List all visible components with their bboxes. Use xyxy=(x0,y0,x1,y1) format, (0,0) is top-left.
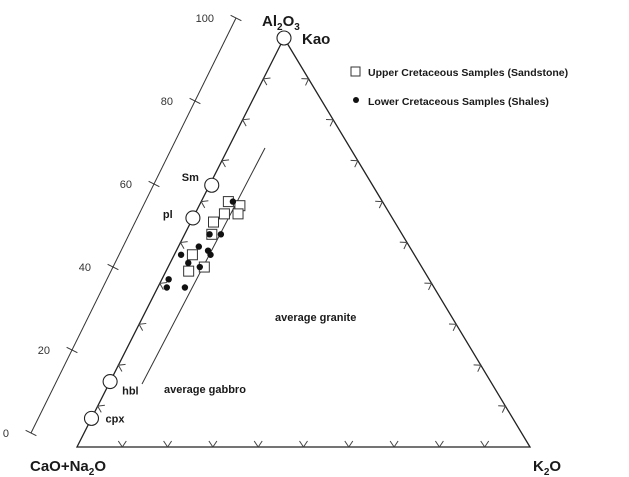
scale-tick-label: 40 xyxy=(79,262,91,274)
vertex-label-k2o: K2O xyxy=(533,458,561,477)
scale-tick-label: 20 xyxy=(38,345,50,357)
bottom-edge-tick xyxy=(344,440,354,448)
right-edge-tick xyxy=(325,118,334,127)
right-edge-tick xyxy=(375,200,384,209)
right-edge-tick xyxy=(301,78,310,86)
bottom-edge-tick xyxy=(434,440,444,448)
left-edge-tick xyxy=(221,159,230,168)
right-edge-tick xyxy=(498,405,507,413)
scale-tick-label: 0 xyxy=(3,428,9,440)
legend-marker-filled-circle xyxy=(353,97,359,103)
edge-tick-marks xyxy=(96,77,507,448)
scale-tick xyxy=(25,429,37,437)
data-point-shale xyxy=(217,231,225,238)
left-edge-tick xyxy=(138,322,147,331)
left-edge-tick xyxy=(117,363,126,372)
scale-tick-label: 100 xyxy=(196,13,214,25)
left-edge-tick xyxy=(241,118,250,127)
left-edge-tick xyxy=(158,282,168,290)
scale-tick xyxy=(107,263,119,271)
reference-point-kao xyxy=(276,30,292,46)
reference-point-pl xyxy=(185,210,201,226)
scale-axis-line xyxy=(30,17,237,434)
annotation-average-granite: average granite xyxy=(275,312,356,324)
left-edge-tick xyxy=(200,200,209,209)
data-point-shale xyxy=(163,284,170,291)
annotation-average-gabbro: average gabbro xyxy=(164,384,246,396)
scale-tick xyxy=(230,14,242,22)
reference-label-cpx: cpx xyxy=(105,413,125,425)
reference-minerals: Kao Sm pl hbl cpx xyxy=(83,30,330,426)
right-edge-tick xyxy=(399,241,408,250)
data-point-sandstone xyxy=(232,208,244,220)
left-edge-tick xyxy=(96,404,105,413)
data-point-shale xyxy=(165,276,172,283)
reference-point-hbl xyxy=(102,374,118,390)
reference-label-sm: Sm xyxy=(182,172,199,184)
data-point-sandstone xyxy=(186,249,198,261)
scale-tick xyxy=(148,180,160,188)
right-edge-tick xyxy=(424,282,433,291)
data-point-sandstone xyxy=(208,216,219,228)
bottom-edge-tick xyxy=(389,440,399,448)
vertex-label-cao-na2o: CaO+Na2O xyxy=(30,458,106,477)
left-edge-tick xyxy=(262,77,271,86)
scale-tick xyxy=(66,346,78,354)
right-edge-tick xyxy=(350,159,359,168)
bottom-edge-tick xyxy=(299,440,308,448)
reference-point-cpx xyxy=(83,410,100,426)
legend-label-shales: Lower Cretaceous Samples (Shales) xyxy=(368,96,549,108)
data-point-shale xyxy=(196,263,203,271)
data-point-shale xyxy=(177,251,185,258)
reference-point-sm xyxy=(204,177,220,193)
scale-tick-label: 60 xyxy=(120,179,132,191)
left-edge-tick xyxy=(179,241,188,250)
legend: Upper Cretaceous Samples (Sandstone) Low… xyxy=(350,66,568,108)
reference-label-kao: Kao xyxy=(302,31,330,48)
bottom-edge-tick xyxy=(163,440,173,448)
data-point-shale xyxy=(206,231,213,238)
bottom-edge-tick xyxy=(208,440,218,448)
reference-label-hbl: hbl xyxy=(122,386,138,398)
scale-tick-label: 80 xyxy=(161,96,173,108)
right-edge-tick xyxy=(473,364,482,372)
bottom-edge-tick xyxy=(253,440,263,448)
bottom-edge-tick xyxy=(117,440,127,448)
legend-marker-open-square xyxy=(350,66,361,77)
al2o3-scale-bar: 0 20 40 60 80 100 xyxy=(3,13,242,440)
data-point-shale xyxy=(181,284,189,291)
right-edge-tick xyxy=(448,323,457,332)
data-point-shale xyxy=(185,259,192,267)
reference-label-pl: pl xyxy=(163,209,173,221)
data-point-shale xyxy=(229,198,237,205)
data-point-shale xyxy=(195,243,203,250)
data-point-sandstone xyxy=(218,208,230,220)
data-point-sandstone xyxy=(183,265,195,277)
sample-points xyxy=(163,196,246,291)
bottom-edge-tick xyxy=(480,440,490,448)
scale-tick xyxy=(189,97,201,105)
vertex-label-al2o3: Al2O3 xyxy=(262,13,300,33)
legend-label-sandstone: Upper Cretaceous Samples (Sandstone) xyxy=(368,67,568,79)
data-point-shale xyxy=(207,251,214,258)
